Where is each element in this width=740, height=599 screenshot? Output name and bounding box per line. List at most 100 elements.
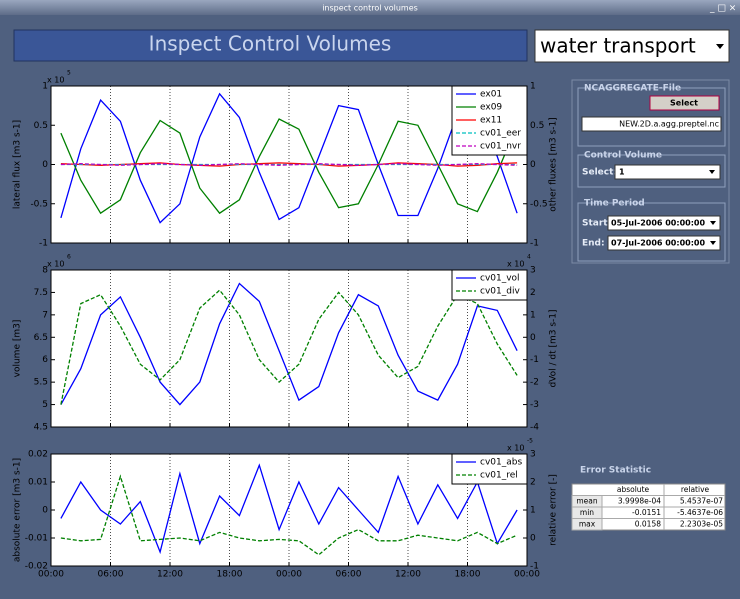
mode-dropdown[interactable] (534, 29, 730, 63)
header-box (13, 29, 528, 62)
column-header: relative (681, 485, 710, 494)
y2-tick-label: -1 (530, 562, 539, 572)
series-line (60, 163, 518, 166)
legend-box (451, 269, 528, 301)
x-tick-label: 00:00 (514, 570, 540, 580)
plot-frame (50, 269, 528, 428)
file-field[interactable] (581, 116, 722, 132)
series-line (60, 474, 518, 556)
table-cell: -5.4637e-06 (677, 508, 723, 517)
y2-tick-label: -4 (530, 423, 539, 433)
y2-tick-label: 1 (530, 82, 536, 92)
control-volume-group (577, 154, 726, 188)
legend-label: ex01 (480, 90, 502, 100)
y2-axis-label: relative error [-] (549, 474, 559, 546)
row-header: mean (576, 496, 598, 505)
axis-scale-exponent: 6 (67, 254, 71, 261)
series-line (60, 118, 518, 215)
y2-tick-label: -2 (530, 378, 539, 388)
y2-tick-label: 0 (530, 534, 536, 544)
table-cell: 0.0158 (635, 519, 661, 528)
legend-label: cv01_eer (480, 129, 521, 139)
plots: -1 -0.5 0 0.5 1 -1 -0.5 0 0.5 1 ex01 ex09 ex11 cv01_e… (13, 70, 559, 580)
series-line (60, 289, 518, 405)
y-tick-label: 0 (42, 160, 48, 170)
axis-scale-exponent: 4 (527, 254, 531, 261)
y2-tick-label: -1 (530, 355, 539, 365)
x-tick-label: 00:00 (38, 570, 64, 580)
legend-label: cv01_vol (480, 274, 520, 284)
y-tick-label: 0 (42, 506, 48, 516)
y2-axis-label: dVol / dt [m3 s-1] (549, 309, 559, 387)
y-tick-label: 5.5 (34, 378, 48, 388)
y-tick-label: 1 (42, 82, 48, 92)
file-group-title: NCAGGREGATE-File (584, 84, 681, 94)
y2-tick-label: -0.5 (530, 199, 548, 209)
y-tick-label: -0.5 (30, 199, 48, 209)
select-button[interactable] (649, 95, 720, 111)
y-tick-label: 6 (42, 355, 48, 365)
y-axis-label: absolute error [m3 s-1] (13, 458, 23, 562)
start-label: Start: (582, 219, 611, 229)
y-tick-label: -1 (39, 239, 48, 249)
row-header: max (579, 519, 596, 528)
series-line (60, 92, 518, 224)
legend-label: cv01_nvr (480, 142, 521, 152)
series-line (60, 463, 518, 555)
legend-label: ex09 (480, 103, 502, 113)
axis-scale: x 10 (507, 260, 524, 269)
end-value: 07-Jul-2006 00:00:00 (611, 239, 705, 248)
end-dropdown[interactable] (607, 235, 721, 251)
y-tick-label: 4.5 (34, 423, 48, 433)
y2-tick-label: -1 (530, 239, 539, 249)
start-value: 05-Jul-2006 00:00:00 (611, 219, 705, 228)
legend-label: ex11 (480, 116, 502, 126)
plot-frame (50, 85, 528, 244)
error-statistic-title: Error Statistic (580, 466, 651, 476)
header-title: Inspect Control Volumes (149, 32, 392, 56)
y-tick-label: 0.01 (28, 478, 48, 488)
control-volume-title: Control Volume (584, 151, 662, 161)
x-tick-label: 12:00 (395, 570, 421, 580)
window-buttons[interactable]: _ □ × (709, 4, 736, 14)
legend-box (451, 453, 528, 485)
legend-label: cv01_abs (480, 458, 522, 468)
y-tick-label: 7.5 (34, 288, 48, 298)
row-header-bg (571, 518, 603, 531)
axis-scale-exponent: -5 (527, 438, 533, 445)
end-label: End: (582, 239, 605, 249)
dropdown-arrow (709, 170, 715, 174)
legend-label: cv01_rel (480, 471, 518, 481)
y2-tick-label: 0 (530, 333, 536, 343)
dropdown-arrow (716, 44, 724, 49)
y-tick-label: 0.5 (34, 121, 48, 131)
legend-label: cv01_div (480, 287, 520, 297)
file-name: NEW.2D.a.agg.preptel.nc (619, 120, 719, 129)
y2-tick-label: 2 (530, 288, 536, 298)
y2-tick-label: 2 (530, 478, 536, 488)
y2-tick-label: 0.5 (530, 121, 544, 131)
x-tick-label: 12:00 (157, 570, 183, 580)
column-header: absolute (617, 485, 650, 494)
y2-tick-label: 0 (530, 160, 536, 170)
y-tick-label: -0.01 (25, 534, 48, 544)
plot-frame (50, 453, 528, 567)
x-tick-label: 06:00 (98, 570, 124, 580)
x-tick-label: 18:00 (455, 570, 481, 580)
y2-tick-label: -3 (530, 400, 539, 410)
time-period-title: Time Period (584, 199, 645, 209)
control-volume-dropdown[interactable] (614, 164, 721, 180)
x-tick-label: 00:00 (276, 570, 302, 580)
title-bar (0, 0, 740, 15)
control-volume-value: 1 (619, 168, 625, 177)
select-button-label: Select (670, 99, 698, 108)
error-table: absolute relative mean 3.9998e-04 5.4537e-07… (571, 483, 726, 531)
file-group (577, 87, 726, 147)
row-header: min (580, 508, 594, 517)
start-dropdown[interactable] (607, 215, 721, 231)
series-line (60, 282, 518, 406)
y-tick-label: 0.02 (28, 450, 48, 460)
y2-tick-label: 3 (530, 450, 536, 460)
y-axis-label: lateral flux [m3 s-1] (13, 120, 23, 209)
